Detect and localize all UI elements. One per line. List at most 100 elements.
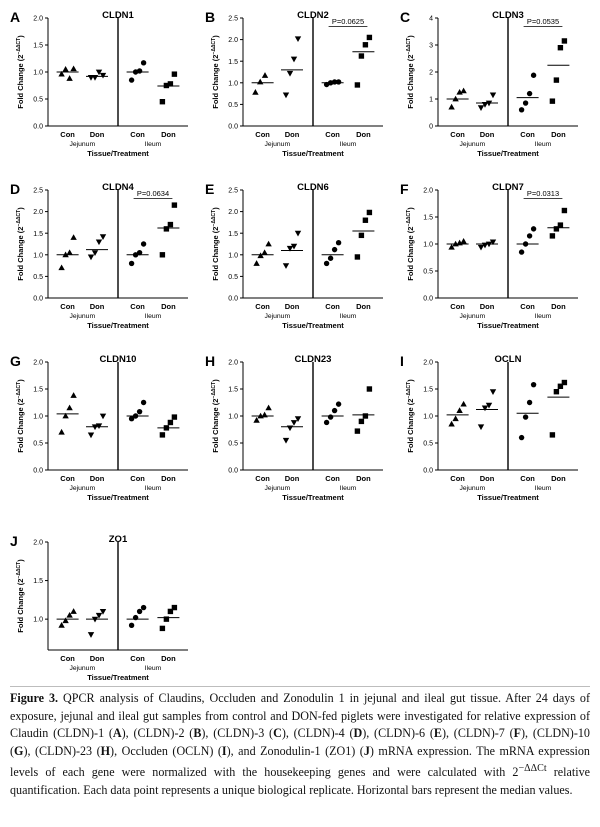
panel-b-group-label: Jejunum	[264, 141, 290, 148]
panel-h-x-tick-label: Don	[285, 474, 300, 483]
panel-h-data-point	[366, 386, 373, 392]
panel-d-data-point	[87, 254, 95, 261]
figure-caption: Figure 3. QPCR analysis of Claudins, Occ…	[10, 690, 590, 800]
panel-c-p-value: P=0.0535	[527, 17, 559, 26]
panel-b-data-point	[366, 34, 373, 41]
panel-i-data-point	[518, 434, 525, 441]
panel-j-letter: J	[10, 533, 18, 549]
panel-j-y-label: Fold Change (2−ΔΔCT)	[16, 559, 25, 633]
panel-f-group-label: Ileum	[535, 313, 552, 320]
panel-d-y-label-text: )	[16, 207, 25, 210]
panel-f-p-value: P=0.0313	[527, 189, 559, 198]
panel-f-y-tick-label: 2.0	[423, 188, 433, 195]
panel-f-y-tick-label: 0.5	[423, 269, 433, 276]
panel-h-x-label: Tissue/Treatment	[282, 493, 344, 502]
panel-h-y-tick-label: 0.0	[228, 468, 238, 475]
panel-a-data-point	[99, 72, 107, 79]
panel-h-y-label-text: )	[211, 379, 220, 382]
panel-i-data-point	[481, 405, 489, 412]
panel-c-y-label-text: Fold Change (2	[406, 55, 415, 109]
caption-panel-ref: I	[221, 743, 227, 758]
panel-h-data-point	[253, 417, 260, 423]
panel-j-x-label: Tissue/Treatment	[87, 673, 149, 680]
panel-g-title: CLDN10	[100, 354, 137, 365]
panel-g-y-tick-label: 1.5	[33, 387, 43, 394]
panel-j-y-tick-label: 2.0	[33, 540, 43, 547]
panel-b-data-point	[354, 82, 361, 88]
panel-g-data-point	[171, 414, 178, 420]
panel-b-data-point	[286, 70, 294, 77]
panel-e-y-tick-label: 0.0	[228, 296, 238, 303]
panel-c-data-point	[518, 107, 525, 113]
panel-a-group-label: Ileum	[145, 141, 162, 148]
panel-d-y-tick-label: 0.5	[33, 274, 43, 281]
panel-g-data-point	[159, 432, 166, 438]
panel-b-x-tick-label: Con	[255, 130, 270, 139]
panel-e-x-tick-label: Con	[255, 302, 270, 311]
caption-panel-ref: G	[14, 743, 24, 758]
panel-a-x-tick-label: Con	[60, 130, 75, 139]
panel-i-data-point	[530, 381, 537, 388]
panel-i-y-tick-label: 0.5	[423, 441, 433, 448]
panel-j-data-point	[66, 611, 73, 618]
panel-e-data-point	[362, 217, 369, 223]
panel-j-y-label-exponent: −ΔΔCT	[16, 562, 22, 579]
panel-b-data-point	[252, 89, 259, 95]
caption-panel-ref: H	[100, 743, 111, 758]
panel-j-x-tick-label: Con	[130, 654, 145, 663]
panel-c-data-point	[477, 105, 485, 111]
panel-j-data-point	[58, 622, 65, 628]
panel-c-y-tick-label: 2	[429, 70, 433, 77]
panel-g-x-tick-label: Don	[90, 474, 105, 483]
panel-h-data-point	[354, 428, 361, 434]
panel-j-data-point	[167, 608, 174, 615]
panel-c-data-point	[557, 45, 564, 51]
panel-d-x-tick-label: Don	[161, 302, 176, 311]
panel-g-data-point	[62, 412, 69, 419]
panel-a-data-point	[136, 68, 143, 74]
panel-e-data-point	[294, 230, 302, 237]
panel-a-data-point	[70, 65, 77, 72]
panel-c-y-label-text: )	[406, 35, 415, 38]
panel-a-y-label-text: )	[16, 35, 25, 38]
panel-d-data-point	[70, 234, 77, 240]
panel-h-y-tick-label: 1.0	[228, 414, 238, 421]
panel-e-data-point	[354, 254, 361, 260]
panel-j-group-label: Ileum	[145, 665, 162, 672]
caption-text: ), (CLDN)-10 (	[10, 726, 590, 758]
panel-d-y-tick-label: 1.5	[33, 231, 43, 238]
panel-i-y-tick-label: 2.0	[423, 360, 433, 367]
caption-text: ), (CLDN)-4 (	[281, 726, 354, 741]
panel-j-data-point	[87, 632, 95, 638]
panel-c-data-point	[522, 100, 529, 106]
panel-f-y-tick-label: 1.0	[423, 242, 433, 249]
caption-panel-ref: D	[353, 726, 363, 741]
panel-a-data-point	[163, 82, 170, 89]
panel-f-data-point	[460, 238, 467, 244]
panel-a-title: CLDN1	[102, 10, 134, 21]
panel-a-data-point	[171, 71, 178, 77]
panel-i-data-point	[522, 414, 529, 420]
panel-c-data-point	[489, 92, 497, 99]
panel-b-y-tick-label: 1.5	[228, 59, 238, 66]
caption-panel-ref: A	[112, 726, 122, 741]
panel-d-data-point	[91, 250, 99, 256]
panel-f-data-point	[549, 233, 556, 239]
panel-a-data-point	[62, 66, 69, 72]
panel-h-y-tick-label: 0.5	[228, 441, 238, 448]
panel-h-data-point	[290, 420, 298, 426]
panel-c-letter: C	[400, 9, 410, 25]
caption-text: ), (CLDN)-7 (	[441, 726, 514, 741]
panel-d-data-point	[167, 221, 174, 228]
panel-g-y-label-text: )	[16, 379, 25, 382]
panel-f-y-label-text: )	[406, 207, 415, 210]
panel-g-y-tick-label: 2.0	[33, 360, 43, 367]
caption-superscript: −ΔΔCt	[518, 763, 547, 775]
panel-c-x-tick-label: Don	[480, 130, 495, 139]
panel-j-data-point	[70, 608, 77, 614]
panel-e-group-label: Jejunum	[264, 313, 290, 320]
panel-f-y-label-text: Fold Change (2	[406, 227, 415, 281]
caption-text: ), and Zonodulin-1 (ZO1) (	[226, 743, 364, 758]
panel-j-data-point	[163, 616, 170, 622]
